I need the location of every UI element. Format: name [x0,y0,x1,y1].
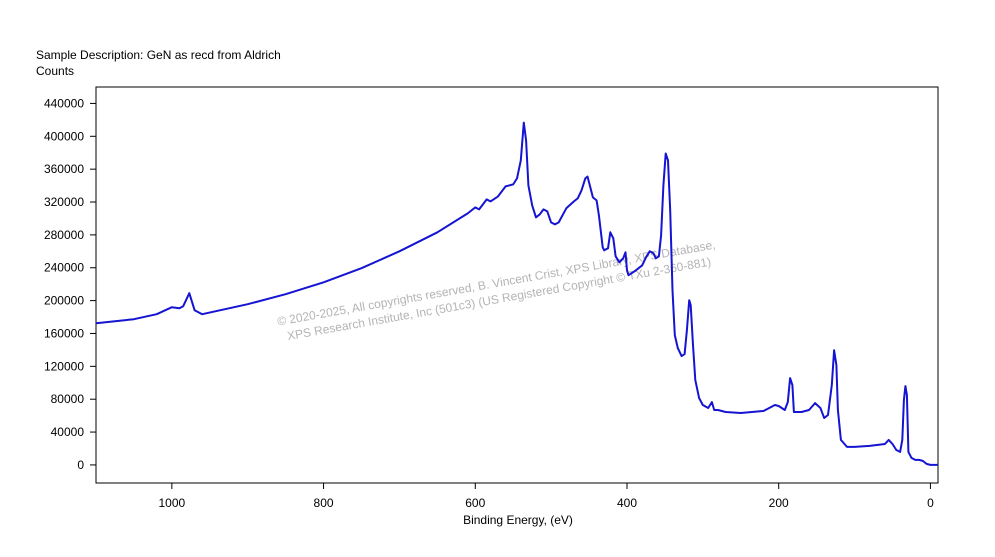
x-tick-label: 800 [314,496,334,510]
y-tick-label: 200000 [44,294,84,308]
spectrum-line [95,121,938,466]
x-axis-label: Binding Energy, (eV) [463,513,573,527]
y-tick-label: 320000 [44,195,84,209]
y-tick-label: 240000 [44,261,84,275]
x-tick-label: 0 [927,496,934,510]
x-tick-label: 200 [769,496,789,510]
watermark-line: XPS Research Institute, Inc (501c3) (US … [286,255,712,343]
y-tick-label: 400000 [44,129,84,143]
plot-frame [95,86,939,484]
y-tick-label: 0 [77,458,84,472]
x-tick-label: 1000 [159,496,186,510]
y-tick-label: 440000 [44,96,84,110]
y-tick-label: 160000 [44,326,84,340]
y-tick-label: 360000 [44,162,84,176]
y-tick-label: 80000 [51,392,85,406]
x-tick-label: 600 [465,496,485,510]
x-tick-label: 400 [617,496,637,510]
y-tick-label: 40000 [51,425,85,439]
y-axis-label: Counts [36,64,74,78]
chart-title: Sample Description: GeN as recd from Ald… [36,48,281,62]
y-tick-label: 120000 [44,359,84,373]
y-tick-label: 280000 [44,228,84,242]
